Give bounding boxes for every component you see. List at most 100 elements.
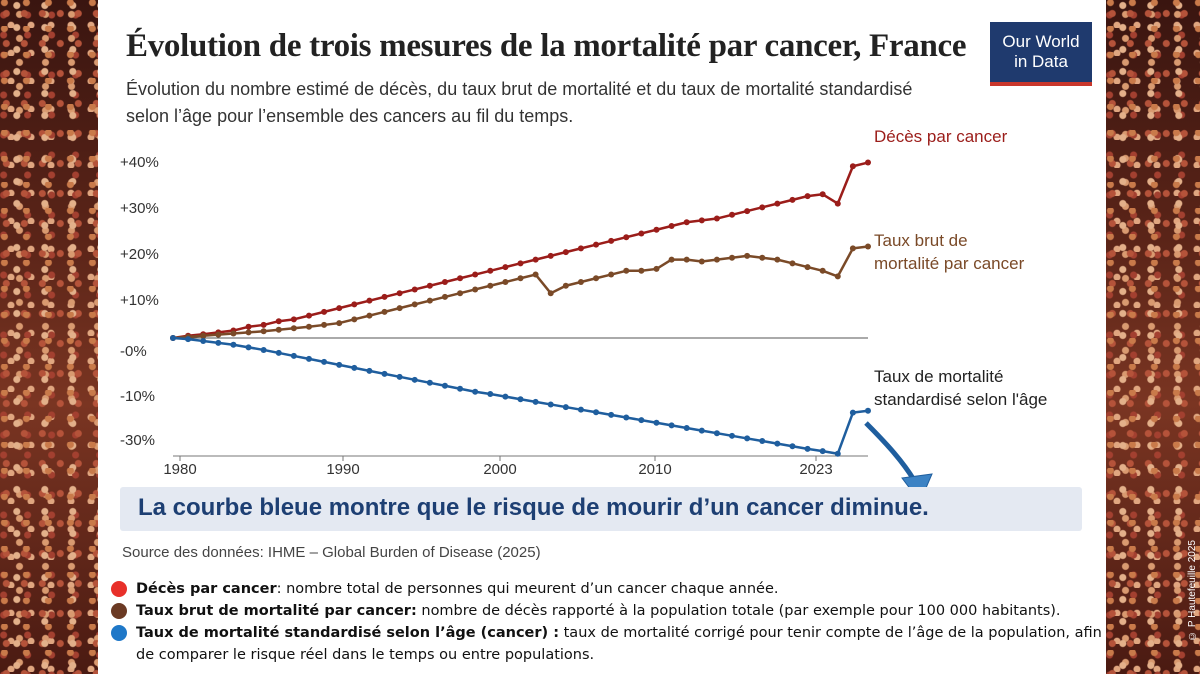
data-point [577, 279, 584, 285]
series-line [172, 161, 869, 340]
data-point [819, 448, 826, 455]
data-point [834, 450, 841, 457]
data-point [170, 335, 176, 341]
data-point [744, 435, 751, 442]
data-point [457, 385, 464, 392]
legend-dot-brown [111, 603, 127, 619]
data-point [275, 326, 282, 333]
data-point [577, 245, 584, 252]
data-point [215, 331, 222, 338]
data-point [487, 282, 494, 289]
data-point [426, 282, 433, 289]
x-tick-label: 2000 [483, 461, 516, 478]
data-point [653, 419, 660, 426]
data-point [638, 230, 645, 237]
legend-term: Décès par cancer [136, 581, 277, 597]
data-point [321, 358, 328, 365]
data-point [245, 344, 252, 351]
data-point [562, 249, 569, 256]
data-point [849, 163, 856, 170]
data-point [789, 196, 796, 203]
data-point [713, 215, 720, 222]
x-tick-label: 2023 [799, 461, 832, 478]
data-point [502, 393, 509, 400]
data-point [789, 260, 796, 267]
data-point [547, 290, 554, 297]
data-point [366, 367, 373, 374]
data-point [426, 297, 433, 304]
data-point [305, 312, 312, 319]
data-point [804, 445, 811, 452]
data-point [865, 159, 871, 166]
data-point [608, 411, 615, 418]
legend-item-deces: Décès par cancer: nombre total de person… [98, 578, 1106, 600]
x-tick-label: 1980 [163, 461, 196, 478]
data-point [804, 193, 811, 200]
data-point [547, 401, 554, 408]
owid-logo: Our World in Data [990, 22, 1092, 86]
data-point [698, 258, 705, 265]
data-point [532, 271, 539, 278]
data-point [336, 361, 343, 368]
data-point [759, 254, 766, 261]
data-point [200, 332, 207, 339]
data-point [290, 352, 297, 359]
data-point [396, 290, 403, 297]
legend-desc: : nombre total de personnes qui meurent … [276, 581, 779, 597]
crowd-photo-left [0, 0, 98, 674]
data-point [245, 329, 252, 336]
data-point [381, 370, 388, 377]
data-point [517, 396, 524, 403]
data-point [683, 256, 690, 263]
data-point [774, 200, 781, 207]
data-point [275, 349, 282, 356]
data-point [260, 321, 267, 328]
data-point [351, 316, 358, 323]
legend-term: Taux brut de mortalité par cancer: [136, 603, 417, 619]
data-point [472, 271, 479, 278]
data-point [441, 382, 448, 389]
data-point [547, 252, 554, 259]
data-point [305, 323, 312, 330]
legend-item-taux-brut: Taux brut de mortalité par cancer: nombr… [98, 600, 1106, 622]
legend-item-taux-standardise: Taux de mortalité standardisé selon l’âg… [98, 622, 1106, 666]
data-point [381, 308, 388, 315]
data-point [215, 339, 222, 346]
data-point [819, 267, 826, 274]
source-note: Source des données: IHME – Global Burden… [122, 544, 541, 561]
data-point [502, 264, 509, 271]
series-label: Taux de mortalité [874, 367, 1003, 386]
data-point [668, 256, 675, 263]
data-point [260, 346, 267, 353]
data-point [200, 337, 207, 344]
data-point [593, 241, 600, 248]
data-point [426, 379, 433, 386]
y-tick-label: -30% [120, 432, 155, 449]
data-point [457, 290, 464, 297]
legend-dot-blue [111, 625, 127, 641]
y-tick-label: -10% [120, 388, 155, 405]
data-point [638, 267, 645, 274]
data-point [411, 286, 418, 293]
legend: Décès par cancer: nombre total de person… [98, 578, 1106, 666]
data-point [653, 226, 660, 233]
data-point [396, 305, 403, 312]
data-point [517, 260, 524, 267]
legend-dot-red [111, 581, 127, 597]
data-point [532, 256, 539, 263]
x-tick-label: 2010 [638, 461, 671, 478]
y-tick-label: +40% [120, 154, 159, 171]
crowd-photo-right [1106, 0, 1200, 674]
data-point [487, 267, 494, 274]
y-tick-label: +20% [120, 246, 159, 263]
data-point [487, 391, 494, 397]
data-point [608, 237, 615, 244]
data-point [577, 406, 584, 413]
data-point [729, 254, 736, 261]
data-point [321, 321, 328, 328]
data-point [441, 279, 448, 285]
data-point [653, 265, 660, 272]
y-tick-label: -0% [120, 343, 147, 360]
data-point [774, 256, 781, 263]
legend-desc: nombre de décès rapporté à la population… [416, 603, 1061, 619]
